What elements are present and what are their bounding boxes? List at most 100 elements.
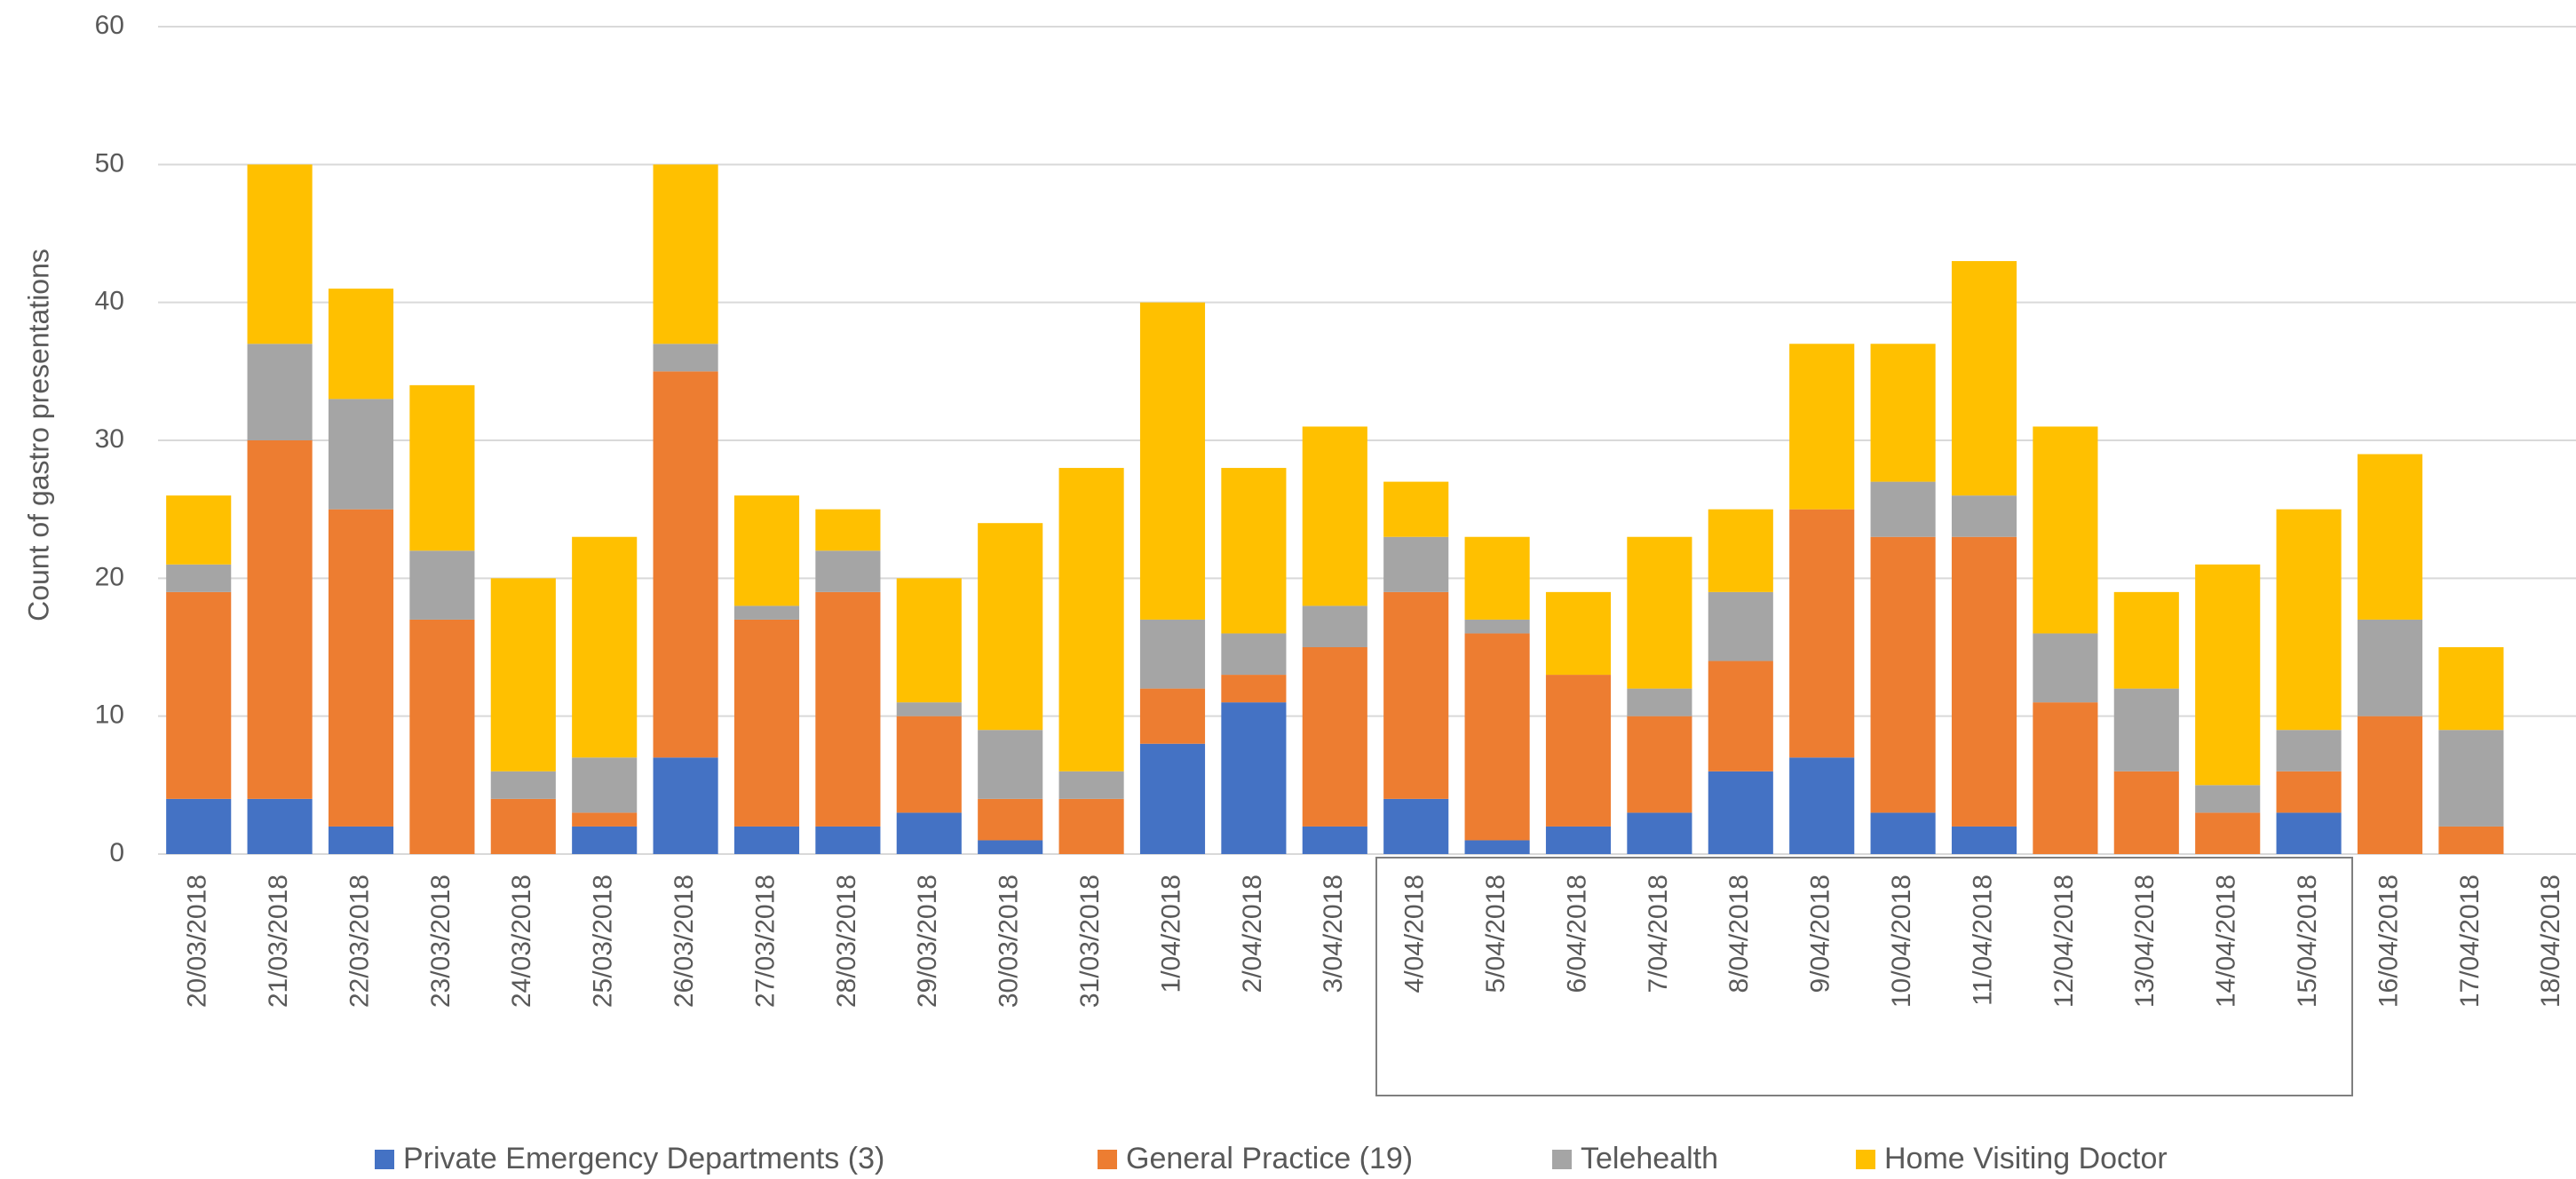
bar-segment	[653, 371, 718, 758]
bar-segment	[2438, 826, 2504, 854]
bar-segment	[2113, 591, 2179, 689]
bar-segment	[1058, 771, 1124, 799]
bar-segment	[1951, 261, 2017, 496]
bar-segment	[247, 440, 313, 799]
bar-segment	[1302, 826, 1367, 854]
bar-segment	[1221, 675, 1287, 703]
bar-segment	[1464, 840, 1530, 854]
bar-segment	[1221, 468, 1287, 634]
bar-segment	[166, 495, 232, 565]
bar-segment	[166, 564, 232, 592]
bar-segment	[2357, 716, 2423, 854]
bar-segment	[1870, 536, 1936, 813]
bar-segment	[2438, 647, 2504, 731]
bar-segment	[653, 164, 718, 344]
bar-segment	[1789, 509, 1855, 758]
bar-segment	[409, 550, 475, 620]
bar-segment	[1627, 688, 1692, 716]
y-tick-label: 0	[109, 838, 124, 867]
bar-segment	[572, 757, 638, 813]
legend-label: Telehealth	[1581, 1142, 1718, 1175]
bar-segment	[815, 826, 881, 854]
bar-segment	[328, 826, 394, 854]
legend-swatch	[1552, 1150, 1572, 1169]
bar-segment	[1951, 536, 2017, 827]
bar-segment	[328, 399, 394, 510]
bar-segment	[1708, 591, 1773, 661]
bar-segment	[2113, 688, 2179, 771]
bar-segment	[1951, 826, 2017, 854]
bar-segment	[2195, 564, 2261, 786]
y-tick-label: 50	[95, 148, 124, 178]
bar-segment	[1545, 675, 1612, 827]
bar-segment	[1383, 798, 1449, 854]
bar-segment	[733, 826, 800, 854]
bar-segment	[1870, 344, 1936, 482]
bar-segment	[1789, 344, 1855, 510]
bar-segment	[1545, 826, 1612, 854]
bar-segment	[1870, 812, 1936, 854]
bar-segment	[247, 164, 313, 344]
x-tick-label: 1/04/2018	[1156, 874, 1185, 993]
bar-segment	[1789, 757, 1855, 854]
x-tick-label: 11/04/2018	[1968, 874, 1997, 1006]
x-tick-label: 24/03/2018	[507, 874, 536, 1008]
bar-segment	[896, 578, 962, 703]
bar-segment	[1383, 536, 1449, 592]
bar-segment	[2276, 771, 2342, 813]
bar-segment	[896, 716, 962, 813]
legend-label: Home Visiting Doctor	[1884, 1142, 2168, 1175]
bar-segment	[2113, 771, 2179, 854]
x-tick-label: 6/04/2018	[1562, 874, 1591, 993]
bar-segment	[1464, 536, 1530, 620]
x-tick-label: 27/03/2018	[750, 874, 780, 1008]
bar-segment	[2033, 633, 2098, 703]
x-tick-label: 7/04/2018	[1644, 874, 1673, 993]
bar-segment	[247, 344, 313, 440]
x-tick-label: 2/04/2018	[1238, 874, 1267, 993]
x-tick-label: 13/04/2018	[2130, 874, 2160, 1008]
legend-label: General Practice (19)	[1126, 1142, 1413, 1175]
x-tick-label: 15/04/2018	[2293, 874, 2322, 1008]
x-tick-label: 26/03/2018	[670, 874, 699, 1008]
bar-segment	[653, 344, 718, 372]
bar-segment	[490, 798, 556, 854]
legend-swatch	[375, 1150, 394, 1169]
bar-segment	[2276, 730, 2342, 771]
bar-segment	[733, 605, 800, 620]
x-tick-label: 16/04/2018	[2374, 874, 2403, 1008]
bar-segment	[2357, 454, 2423, 620]
y-axis-label: Count of gastro presentations	[22, 249, 54, 621]
bar-segment	[1708, 771, 1773, 854]
bar-segment	[572, 826, 638, 854]
bar-segment	[1139, 302, 1206, 620]
bar-segment	[1951, 495, 2017, 537]
bar-segment	[1221, 633, 1287, 676]
x-tick-label: 30/03/2018	[995, 874, 1024, 1008]
bar-segment	[815, 550, 881, 592]
x-tick-label: 9/04/2018	[1806, 874, 1835, 993]
bar-segment	[733, 619, 800, 827]
bar-segment	[1464, 619, 1530, 634]
bar-segment	[2033, 426, 2098, 634]
bar-segment	[1383, 591, 1449, 799]
x-tick-label: 29/03/2018	[913, 874, 942, 1008]
x-tick-label: 4/04/2018	[1400, 874, 1430, 993]
bar-segment	[978, 840, 1043, 854]
bar-segment	[166, 591, 232, 799]
bar-segment	[328, 509, 394, 827]
bar-segment	[1302, 647, 1367, 827]
bar-segment	[1383, 481, 1449, 537]
bar-segment	[1139, 619, 1206, 689]
bar-segment	[328, 289, 394, 400]
bar-segment	[2276, 509, 2342, 731]
bar-segment	[733, 495, 800, 606]
y-tick-label: 20	[95, 562, 124, 591]
x-tick-label: 25/03/2018	[589, 874, 618, 1008]
bar-segment	[815, 509, 881, 551]
x-tick-label: 10/04/2018	[1887, 874, 1916, 1008]
x-tick-label: 21/03/2018	[264, 874, 293, 1008]
bar-segment	[1627, 716, 1692, 813]
x-tick-label: 31/03/2018	[1075, 874, 1105, 1008]
bar-segment	[2357, 619, 2423, 716]
